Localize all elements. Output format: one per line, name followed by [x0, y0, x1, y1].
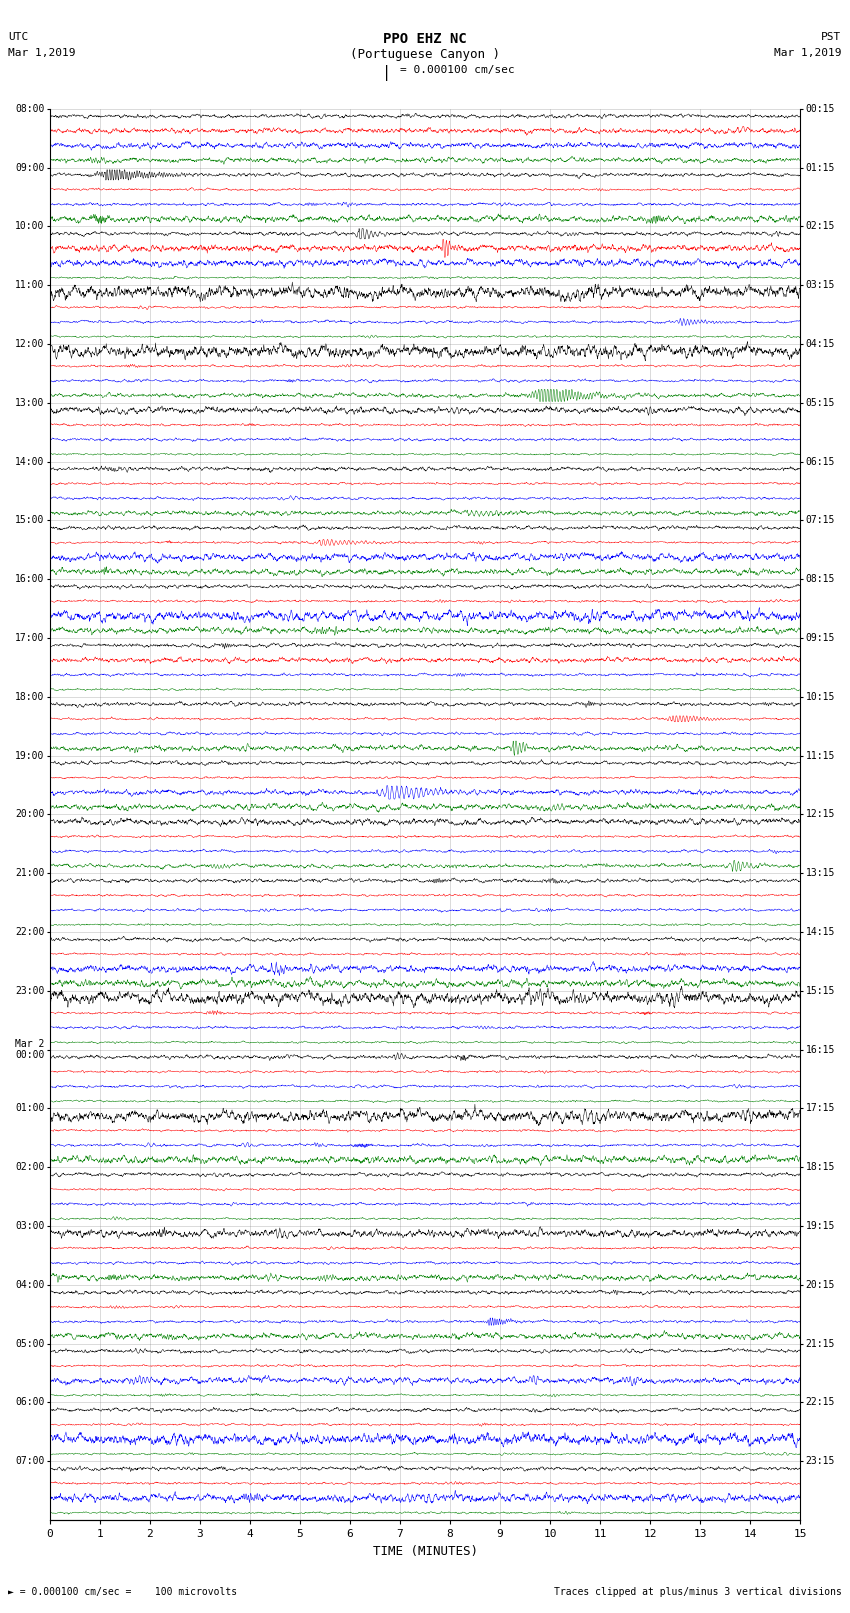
Text: PPO EHZ NC: PPO EHZ NC [383, 32, 467, 47]
Text: |: | [382, 65, 391, 81]
Text: PST: PST [821, 32, 842, 42]
Text: Traces clipped at plus/minus 3 vertical divisions: Traces clipped at plus/minus 3 vertical … [553, 1587, 842, 1597]
Text: UTC: UTC [8, 32, 29, 42]
Text: ► = 0.000100 cm/sec =    100 microvolts: ► = 0.000100 cm/sec = 100 microvolts [8, 1587, 238, 1597]
Text: Mar 1,2019: Mar 1,2019 [8, 48, 76, 58]
Text: Mar 1,2019: Mar 1,2019 [774, 48, 842, 58]
X-axis label: TIME (MINUTES): TIME (MINUTES) [372, 1545, 478, 1558]
Text: (Portuguese Canyon ): (Portuguese Canyon ) [350, 48, 500, 61]
Text: = 0.000100 cm/sec: = 0.000100 cm/sec [400, 65, 514, 74]
